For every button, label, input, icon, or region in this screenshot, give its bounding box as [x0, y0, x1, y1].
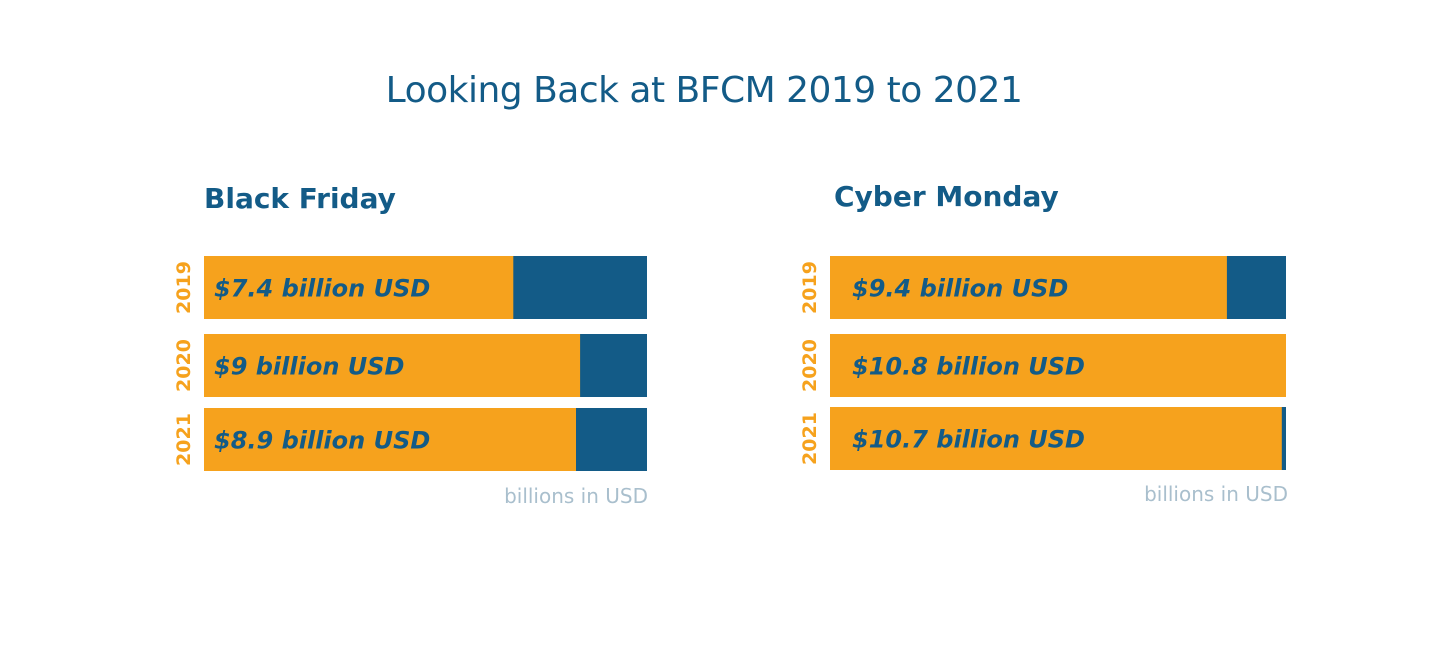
black-friday-year-label-2019: 2019 [173, 261, 195, 314]
black-friday-bar-2019 [204, 256, 514, 319]
cyber-monday-year-label-2020: 2020 [799, 339, 821, 392]
black-friday-bar-2021 [204, 408, 576, 471]
black-friday-value-label-2020: $9 billion USD [214, 353, 404, 381]
black-friday-value-label-2021: $8.9 billion USD [214, 427, 430, 455]
cyber-monday-value-label-2020: $10.8 billion USD [852, 353, 1085, 381]
chart-title: Looking Back at BFCM 2019 to 2021 [385, 70, 1023, 111]
cyber-monday-value-label-2021: $10.7 billion USD [852, 426, 1085, 454]
black-friday-value-label-2019: $7.4 billion USD [214, 275, 430, 303]
black-friday-title: Black Friday [204, 182, 396, 215]
cyber-monday-bar-2021 [830, 407, 1282, 470]
cyber-monday-value-label-2019: $9.4 billion USD [852, 275, 1068, 303]
black-friday-year-label-2020: 2020 [173, 339, 195, 392]
cyber-monday-unit-label: billions in USD [1144, 482, 1288, 506]
black-friday-bar-2020 [204, 334, 581, 397]
cyber-monday-year-label-2019: 2019 [799, 261, 821, 314]
black-friday-unit-label: billions in USD [504, 484, 648, 508]
cyber-monday-year-label-2021: 2021 [799, 412, 821, 465]
cyber-monday-bar-2020 [830, 334, 1286, 397]
black-friday-year-label-2021: 2021 [173, 413, 195, 466]
cyber-monday-title: Cyber Monday [834, 180, 1059, 213]
cyber-monday-bar-2019 [830, 256, 1227, 319]
